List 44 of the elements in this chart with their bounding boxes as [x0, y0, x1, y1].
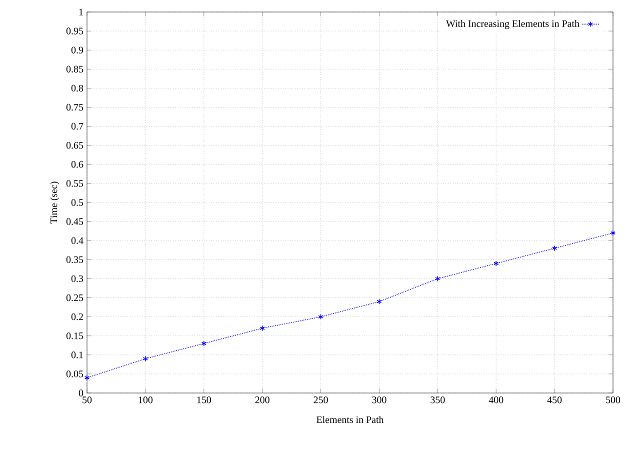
x-tick-label: 500	[606, 396, 620, 404]
point	[84, 374, 90, 381]
point	[610, 230, 616, 236]
y-tick-label: 0.9	[71, 46, 84, 54]
x-tick-label: 150	[197, 396, 211, 404]
y-tick-label: 0.8	[71, 84, 84, 92]
y-tick-label: 0.85	[66, 66, 84, 73]
y-tick-label: 0.25	[66, 294, 84, 302]
x-tick-label: 200	[255, 396, 270, 404]
y-tick-label: 0	[78, 390, 84, 396]
y-tick-label: 0.1	[71, 352, 83, 358]
y-tick-label: 0.6	[71, 161, 84, 168]
point	[142, 356, 148, 362]
y-tick-label: 0.5	[71, 199, 84, 206]
x-tick-label: 100	[138, 396, 153, 404]
y-tick-label: 0.3	[71, 275, 84, 282]
y-tick-label: 0.75	[66, 104, 84, 111]
point	[376, 298, 382, 304]
x-tick-label: 400	[488, 396, 504, 404]
y-tick-label: 0.35	[66, 256, 84, 264]
y-tick-label: 1	[79, 8, 83, 16]
legend-label: With Increasing Elements in Path	[446, 20, 580, 30]
x-tick-label: 50	[82, 396, 92, 404]
y-tick-label: 0.95	[66, 28, 84, 34]
x-tick-label: 300	[372, 396, 386, 404]
y-tick-label: 0.05	[66, 370, 84, 378]
y-tick-label: 0.15	[66, 332, 84, 340]
y-tick-label: 0.2	[71, 313, 83, 320]
x-tick-label: 450	[547, 396, 562, 404]
point	[260, 325, 265, 332]
y-tick-label: 0.4	[71, 237, 84, 244]
y-tick-label: 0.45	[66, 218, 84, 225]
y-tick-label: 0.55	[66, 180, 84, 187]
x-axis-title: Elements in Path	[316, 416, 384, 424]
x-tick-label: 350	[430, 396, 445, 404]
y-tick-label: 0.7	[71, 122, 84, 130]
y-tick-label: 0.65	[66, 142, 84, 149]
y-axis-title: Time (sec)	[50, 182, 60, 224]
point	[201, 340, 206, 346]
point	[435, 276, 440, 282]
point	[494, 260, 499, 266]
point	[552, 245, 558, 252]
point	[318, 314, 324, 320]
x-tick-label: 250	[314, 396, 328, 404]
